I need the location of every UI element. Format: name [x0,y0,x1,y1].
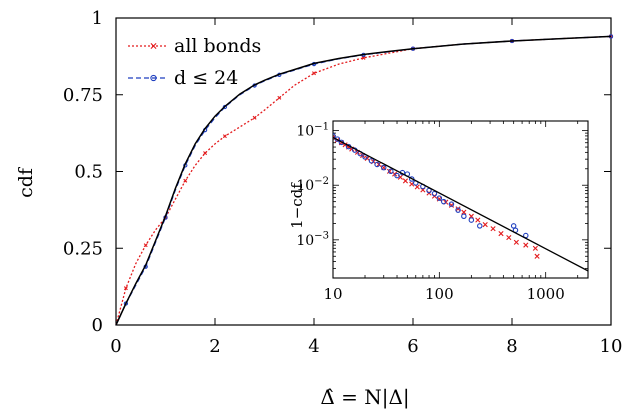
inset-data [333,133,588,272]
x-tick: 8 [506,18,518,357]
data-point [123,286,128,291]
series-fit-curve [115,35,612,326]
inset-data-point [455,206,461,212]
inset-data-point [513,239,519,245]
inset-data-point [431,190,438,197]
y-tick-label: 0.75 [63,85,103,106]
y-tick: 0.75 [63,85,611,106]
inset-data-point [333,134,336,141]
inset-data-point [374,161,380,168]
inset-data-point [368,158,375,164]
inset-data-point [448,201,455,207]
inset-y-tick-label: 10−1 [296,121,329,139]
inset-data-point [380,164,387,171]
data-point [361,55,366,60]
inset-data-point [436,195,443,201]
data-point [203,151,208,156]
inset-data-point [408,176,415,182]
series-line [115,35,612,326]
x-tick-label: 4 [308,336,319,357]
y-tick-label: 1 [92,8,103,29]
inset-frame [332,120,589,279]
y-tick: 0.25 [63,238,611,259]
inset-data-point [394,172,400,179]
inset-data-point [475,217,481,223]
legend-marker [150,74,157,82]
data-point [222,134,227,139]
legend-label: d ≤ 24 [174,67,238,89]
data-point [277,95,282,100]
data-point [143,243,148,248]
x-axis-label: Δ̂ = N|Δ| [320,385,409,410]
legend-marker [150,43,157,49]
x-tick-label: 8 [506,336,517,357]
inset-data-point [333,133,336,139]
inset-data-point [498,231,504,237]
y-tick-label: 0 [92,315,103,336]
inset-data-point [477,223,483,229]
x-tick: 4 [308,18,320,357]
inset-data-point [455,207,461,213]
data-point [183,178,188,183]
x-tick-label: 6 [407,336,418,357]
y-axis-label: cdf [15,166,37,198]
x-tick: 6 [407,18,419,357]
inset-data-point [448,202,455,208]
inset-data-point [468,217,475,223]
inset-x-tick-label: 10 [323,285,342,303]
y-tick-label: 0.25 [63,238,103,259]
inset-data-point [461,209,467,215]
y-tick: 0.5 [74,162,611,183]
inset-data-point [386,168,393,174]
inset-data-point [388,168,394,175]
x-tick: 10 [600,18,623,357]
data-point [312,71,316,76]
data-point [252,115,257,120]
inset-plot: 10 100 1000 10−3 10−2 10−1 [296,120,589,303]
inset-x-tick-label: 100 [425,285,454,303]
y-tick: 1 [92,8,611,29]
x-tick-label: 0 [110,336,121,357]
inset-fit-line [333,136,588,272]
inset-y-tick-label: 10−2 [296,176,329,194]
inset-data-point [402,178,409,184]
inset-data-point [468,213,474,219]
legend-label: all bonds [174,35,261,57]
legend: all bonds d ≤ 24 [128,35,261,89]
x-tick: 2 [209,18,221,357]
inset-data-point [461,213,467,220]
inset-data-point [440,198,447,205]
y-tick: 0 [92,315,611,336]
inset-data-point [523,242,529,248]
inset-data-point [506,234,512,241]
x-tick-label: 2 [209,336,220,357]
inset-data-point [482,222,488,228]
main-plot: 0 2 4 6 8 1000.250.50.751 [63,8,623,357]
inset-x-tick-label: 1000 [527,285,565,303]
inset-data-point [510,223,517,229]
inset-data-point [490,226,496,232]
inset-y-axis-label: 1−cdf [288,182,306,229]
inset-data-point [534,253,540,259]
inset-y-tick-label: 10−3 [296,231,329,249]
inset-data-point [532,245,538,251]
x-tick-label: 10 [600,336,623,357]
y-tick-label: 0.5 [74,162,103,183]
